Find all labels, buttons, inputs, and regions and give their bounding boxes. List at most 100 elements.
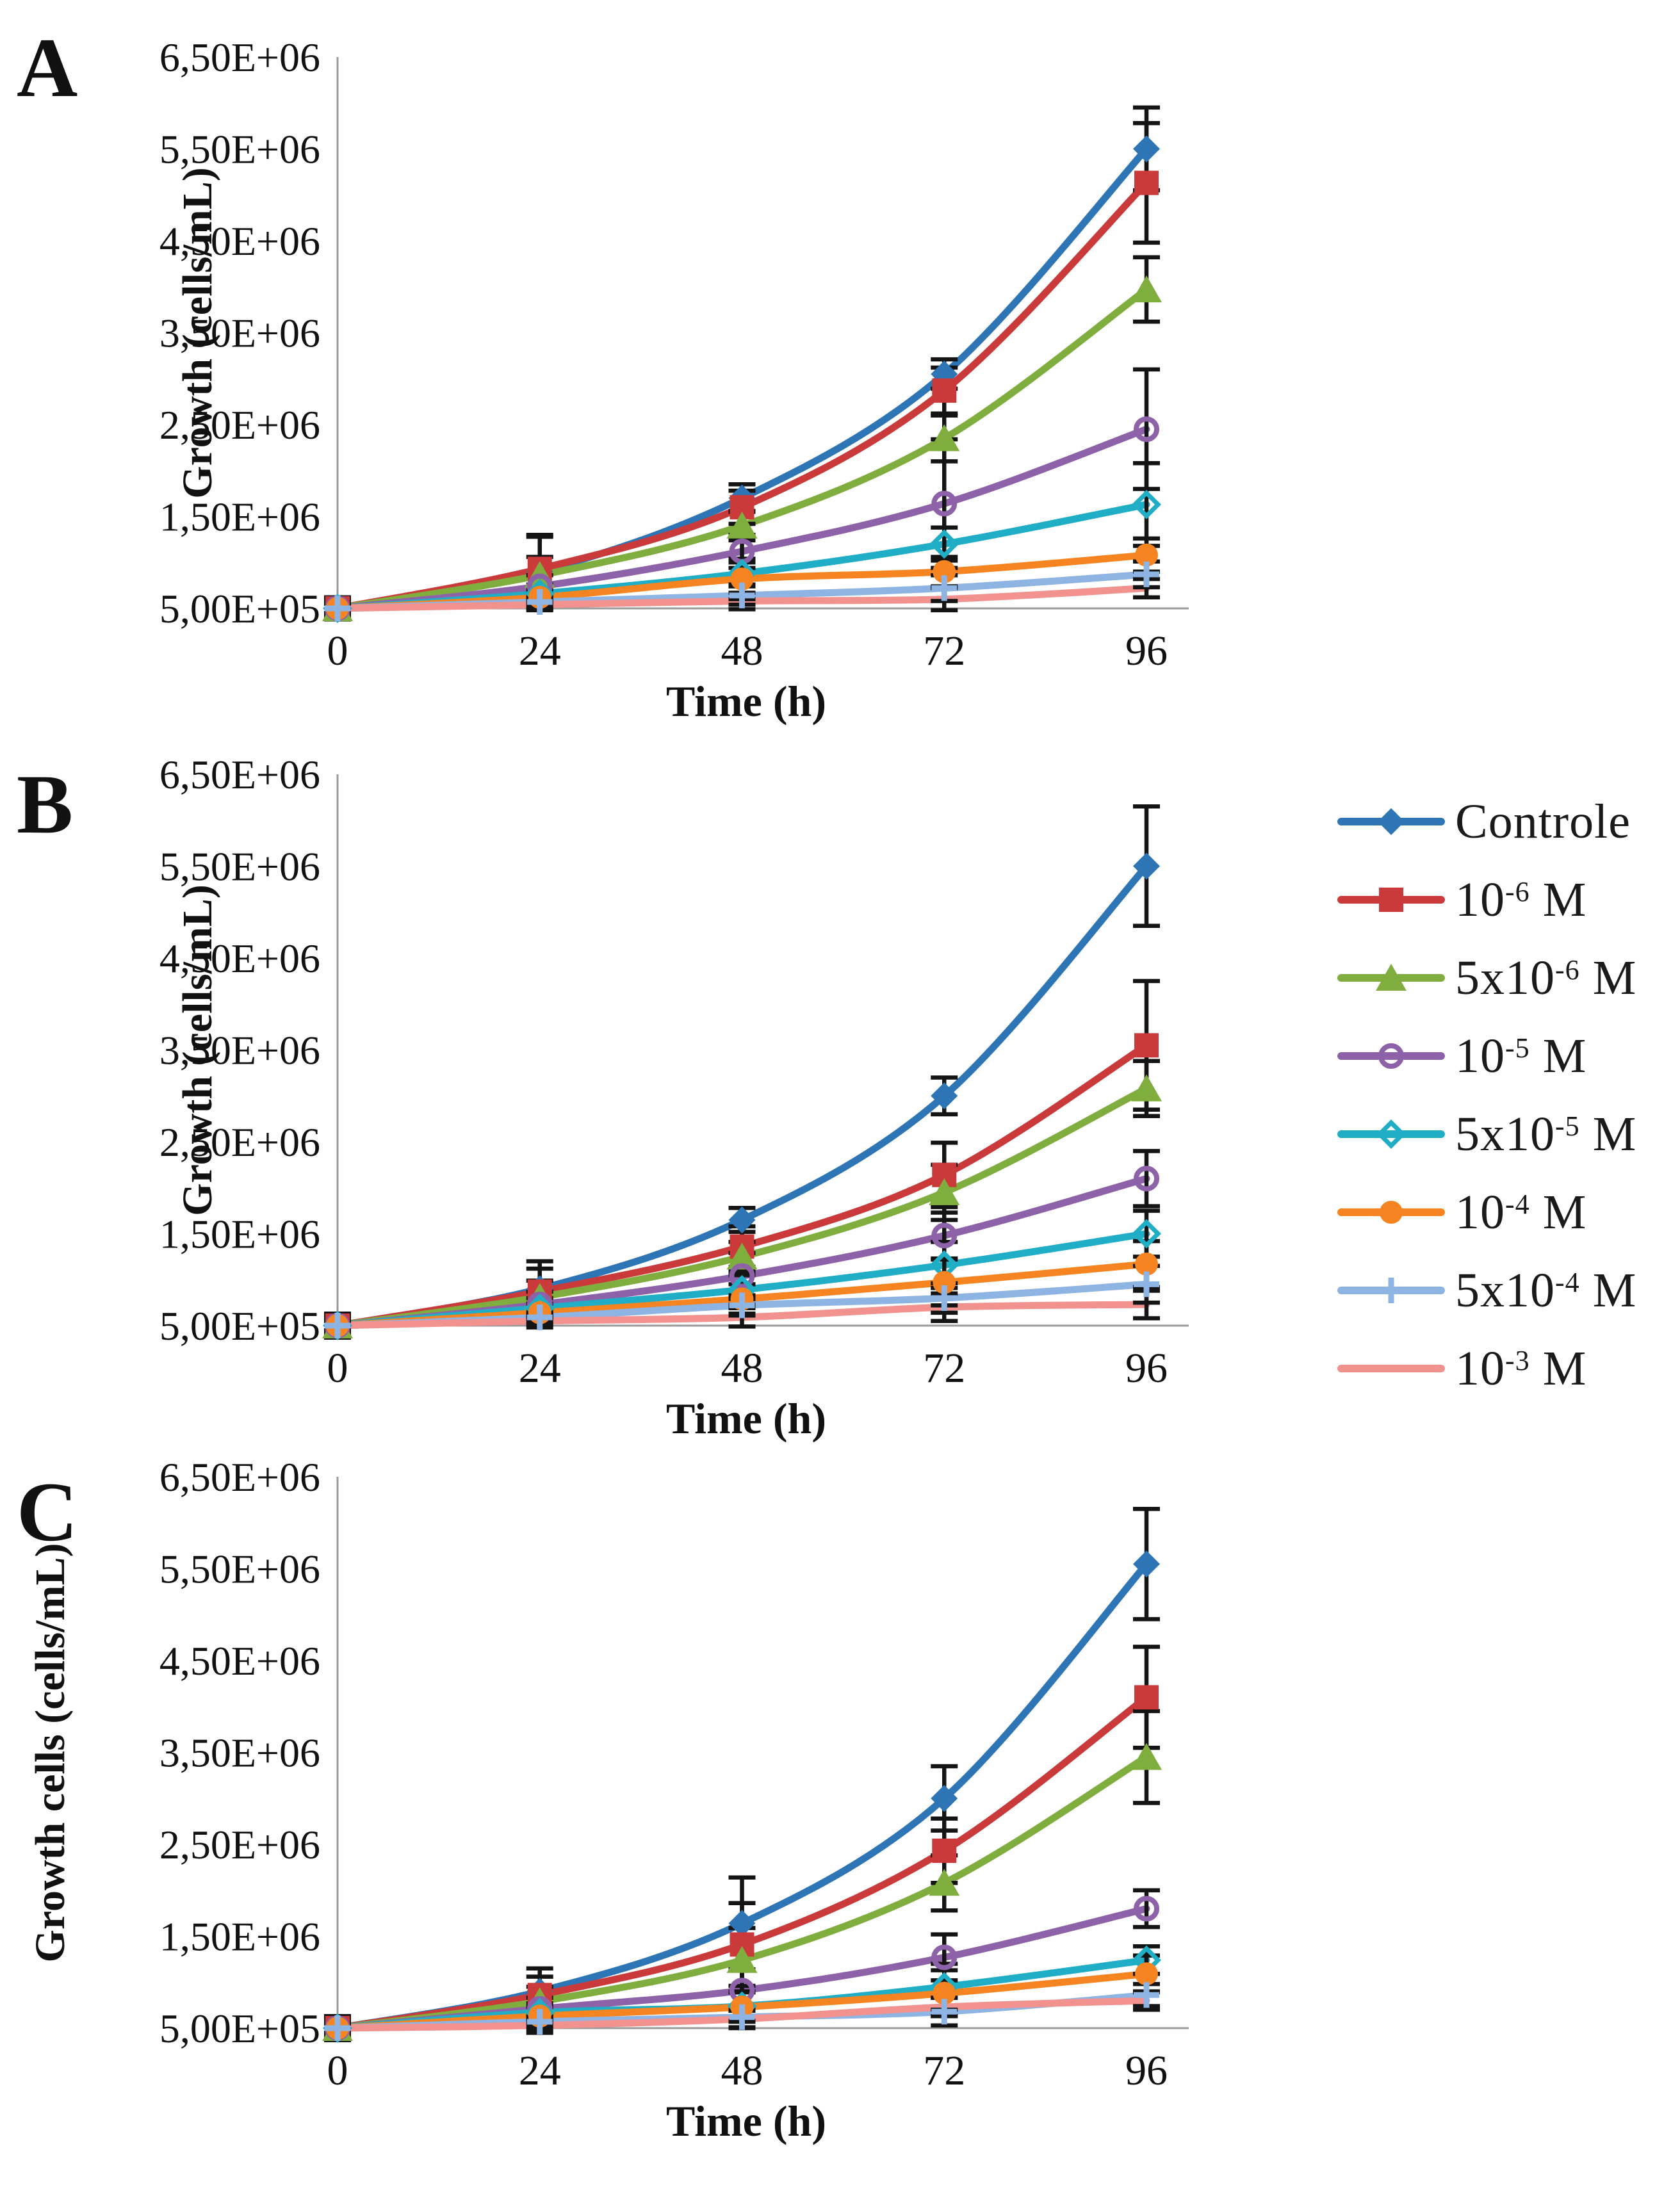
y-tick-label: 5,50E+06 [159,1547,320,1592]
chart-legend: Controle 10-6 M 5x10-6 M 10-5 M 5x10-5 M… [1337,783,1680,1408]
marker-triangle [1131,1743,1162,1770]
marker-plus [526,2009,553,2035]
legend-swatch-10-5M [1337,1043,1445,1069]
x-tick-label: 24 [519,1345,561,1392]
legend-swatch-10-4M [1337,1201,1445,1224]
marker-plus [325,1313,350,1338]
series-line-10-6 M [334,179,1150,612]
marker-plus [1378,1278,1404,1303]
marker-diamond-open [929,529,959,559]
axes [336,1477,1189,2029]
marker-triangle [1376,964,1407,991]
marker-plus [931,1999,958,2025]
y-tick-label: 1,50E+06 [159,494,320,540]
marker-diamond [931,1785,958,1812]
marker-plus [325,596,350,621]
x-tick-label: 48 [721,1345,763,1392]
marker-plus [729,1292,755,1319]
legend-label: 5x10-5 M [1455,1107,1637,1161]
marker-diamond-open [1132,489,1161,519]
marker-circle-open [1134,1166,1159,1192]
marker-circle-open [931,491,958,517]
marker-triangle [929,1178,960,1205]
panel-letter: B [17,757,73,851]
y-tick-label: 3,50E+06 [159,1028,320,1073]
y-tick-label: 2,50E+06 [159,1119,320,1165]
marker-plus [729,582,755,608]
legend-label: 10-4 M [1455,1185,1587,1239]
marker-circle-open [1134,1896,1159,1922]
marker-plus [931,1285,958,1311]
x-axis-title: Time (h) [666,1394,826,1443]
y-axis-title: Growth cells (cells/mL) [27,1543,74,1963]
marker-square [1134,1685,1159,1710]
axes [336,57,1189,610]
marker-diamond [1133,852,1160,880]
marker-square [932,1839,957,1863]
panel-letter: C [17,1465,77,1559]
y-axis-title: Growth (cells/mL) [174,167,221,499]
legend-label: Controle [1455,794,1631,849]
x-tick-label: 0 [327,628,348,674]
x-tick-label: 96 [1125,2047,1168,2094]
marker-triangle [726,1242,758,1270]
marker-circle-open [931,1944,958,1971]
y-tick-label: 5,50E+06 [159,127,320,172]
legend-label: 10-6 M [1455,872,1587,927]
y-tick-label: 1,50E+06 [159,1914,320,1960]
marker-circle [1135,543,1158,567]
chart-svg-C: 6,50E+06 5,50E+06 4,50E+06 3,50E+06 2,50E+06… [17,1454,1189,2145]
y-tick-label: 5,00E+05 [159,2006,320,2051]
legend-label: 5x10-4 M [1455,1263,1637,1317]
marker-circle-open [729,1263,755,1289]
legend-item-5x10-4M: 5x10-4 M [1337,1251,1680,1329]
legend-swatch-5x10-5M [1337,1119,1445,1149]
y-tick-label: 4,50E+06 [159,1638,320,1684]
marker-circle [933,560,956,583]
marker-diamond-open [1376,1119,1406,1149]
y-tick-label: 3,50E+06 [159,311,320,356]
x-axis-title: Time (h) [666,677,826,726]
y-tick-label: 6,50E+06 [159,752,320,797]
y-tick-label: 6,50E+06 [159,1454,320,1500]
y-tick-label: 5,00E+05 [159,1303,320,1349]
marker-plus [526,589,553,615]
x-tick-label: 0 [327,2047,348,2094]
legend-swatch-10-6M [1337,888,1445,912]
marker-circle [1135,1252,1158,1276]
x-tick-label: 72 [923,2047,965,2094]
marker-plus [931,575,958,601]
y-tick-label: 6,50E+06 [159,35,320,80]
marker-triangle [929,424,960,451]
x-tick-label: 96 [1125,1345,1168,1392]
legend-swatch-controle [1337,808,1445,835]
legend-swatch-5x10-6M [1337,964,1445,991]
marker-diamond [1133,135,1160,163]
marker-square [1134,1033,1159,1058]
marker-circle-open [931,1223,958,1249]
x-tick-label: 48 [721,628,763,674]
y-tick-label: 5,00E+05 [159,586,320,631]
marker-diamond [1133,1550,1160,1578]
x-tick-label: 72 [923,1345,965,1392]
marker-triangle [1131,1074,1162,1101]
x-tick-label: 24 [519,628,561,674]
marker-plus [526,1304,553,1331]
marker-circle [1380,1201,1403,1224]
marker-circle-open [1378,1043,1404,1069]
marker-circle [730,567,754,591]
y-tick-label: 5,50E+06 [159,844,320,890]
legend-item-10-4M: 10-4 M [1337,1173,1680,1251]
marker-plus [325,2015,350,2041]
legend-swatch-5x10-4M [1337,1278,1445,1303]
marker-plus [1134,1271,1159,1297]
marker-circle [933,1271,956,1294]
legend-item-controle: Controle [1337,783,1680,861]
y-tick-label: 4,50E+06 [159,936,320,981]
marker-triangle [1131,275,1162,303]
x-tick-label: 96 [1125,628,1168,674]
legend-item-5x10-6M: 5x10-6 M [1337,939,1680,1017]
y-tick-label: 2,50E+06 [159,402,320,448]
marker-plus [1134,1982,1159,2008]
marker-square [932,378,957,403]
